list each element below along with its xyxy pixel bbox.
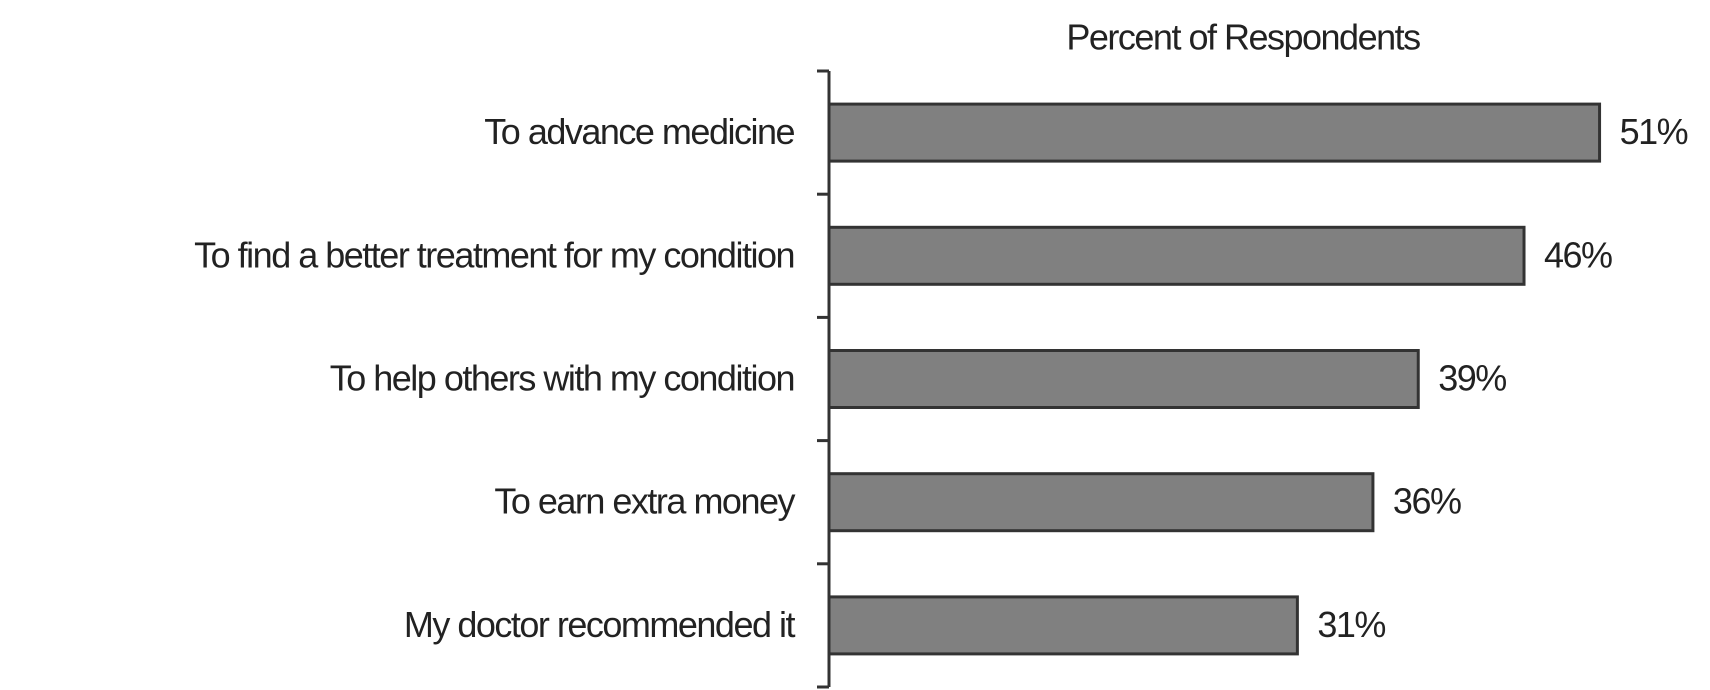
value-label: 36% xyxy=(1393,481,1461,522)
bar xyxy=(827,225,1526,286)
y-tick-label: To find a better treatment for my condit… xyxy=(194,234,794,275)
y-tick-label: To earn extra money xyxy=(494,481,795,522)
value-label: 39% xyxy=(1438,358,1506,399)
value-label: 51% xyxy=(1620,111,1688,152)
bar xyxy=(827,349,1420,409)
y-tick-label: My doctor recommended it xyxy=(404,604,796,645)
y-tick-label: To advance medicine xyxy=(484,111,794,152)
value-label: 31% xyxy=(1317,604,1385,645)
bar xyxy=(827,472,1375,533)
bar xyxy=(827,102,1602,163)
bar xyxy=(827,595,1299,656)
chart-title: Percent of Respondents xyxy=(1066,17,1420,58)
y-tick-label: To help others with my condition xyxy=(330,358,794,399)
value-label: 46% xyxy=(1544,234,1612,275)
